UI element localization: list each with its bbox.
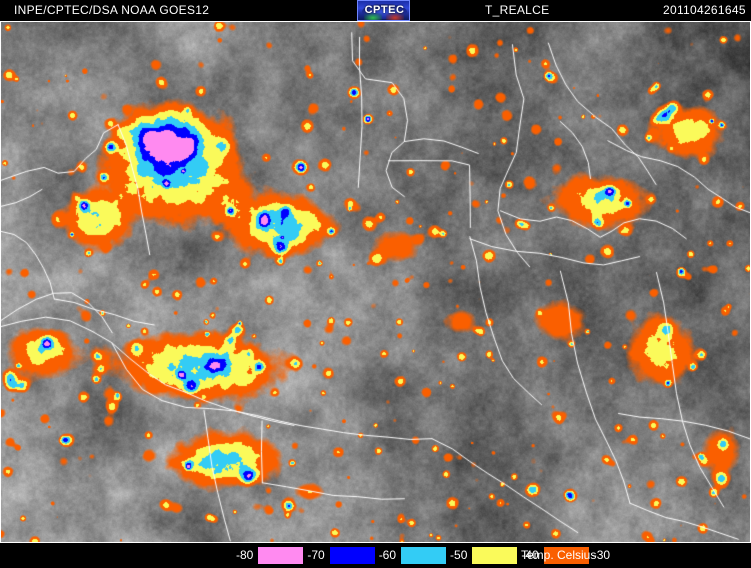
logo-red-accent xyxy=(386,13,404,20)
logo-green-accent xyxy=(364,13,382,20)
legend-tick-minus60: -60 xyxy=(374,547,402,564)
blue-swatch xyxy=(329,547,375,564)
legend-unit-label: Temp. Celsius xyxy=(521,548,597,562)
orange-swatch xyxy=(543,547,589,564)
legend-tick-minus40: -40 xyxy=(517,547,544,564)
legend-tick-minus80: -80 xyxy=(232,547,259,564)
header-timestamp-label: 201104261645 xyxy=(663,3,746,17)
header-source-label: INPE/CPTEC/DSA NOAA GOES12 xyxy=(14,3,210,17)
satellite-image xyxy=(0,21,751,543)
temperature-legend: -80 -70 -60 -50 -40 -30 Temp. Celsius xyxy=(0,543,751,568)
pink-swatch xyxy=(258,547,304,564)
header-product-label: T_REALCE xyxy=(485,3,550,17)
legend-tick-minus70: -70 xyxy=(303,547,330,564)
cyan-swatch xyxy=(401,547,447,564)
cptec-logo-text: CPTEC xyxy=(364,4,405,16)
legend-tick-minus30: -30 xyxy=(588,547,616,564)
yellow-swatch xyxy=(472,547,518,564)
cptec-logo: CPTEC xyxy=(357,0,410,21)
header-bar: INPE/CPTEC/DSA NOAA GOES12 CPTEC T_REALC… xyxy=(0,0,751,21)
legend-tick-minus50: -50 xyxy=(446,547,473,564)
legend-scale: -80 -70 -60 -50 -40 -30 xyxy=(232,547,616,564)
satellite-image-canvas xyxy=(0,21,751,543)
